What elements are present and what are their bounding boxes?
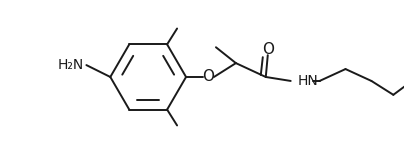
Text: H₂N: H₂N: [57, 58, 83, 72]
Text: O: O: [262, 42, 274, 57]
Text: HN: HN: [298, 74, 318, 88]
Text: O: O: [202, 69, 214, 84]
